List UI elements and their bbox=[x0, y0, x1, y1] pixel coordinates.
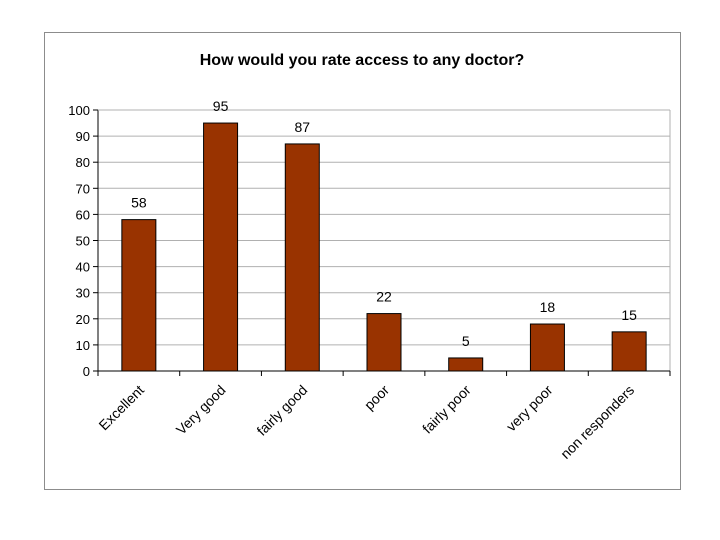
x-category-label: Very good bbox=[173, 382, 229, 438]
y-tick-label: 70 bbox=[76, 181, 90, 196]
y-tick-label: 30 bbox=[76, 286, 90, 301]
bar bbox=[448, 357, 484, 372]
y-tick-label: 40 bbox=[76, 260, 90, 275]
y-tick-label: 20 bbox=[76, 312, 90, 327]
axes bbox=[97, 109, 671, 376]
x-category-label: fairly good bbox=[253, 382, 310, 439]
data-label: 15 bbox=[621, 307, 637, 323]
x-category-label: Excellent bbox=[95, 382, 147, 434]
x-axis-categories: Excellent Very good fairly good poor fairly … bbox=[95, 382, 637, 462]
bar bbox=[366, 313, 402, 372]
y-tick-label: 100 bbox=[68, 103, 90, 118]
data-label: 22 bbox=[376, 289, 392, 305]
y-tick-label: 80 bbox=[76, 155, 90, 170]
x-category-label: non responders bbox=[557, 382, 637, 462]
data-label: 87 bbox=[294, 119, 310, 135]
bars bbox=[121, 122, 647, 372]
data-label: 5 bbox=[462, 333, 470, 349]
x-category-label: poor bbox=[361, 382, 392, 413]
x-category-label: very poor bbox=[503, 382, 556, 435]
y-axis-ticks: 0 10 20 30 40 50 60 70 80 90 100 bbox=[68, 103, 98, 379]
gridlines bbox=[98, 109, 670, 346]
y-tick-label: 10 bbox=[76, 338, 90, 353]
bar bbox=[529, 323, 565, 372]
y-tick-label: 90 bbox=[76, 129, 90, 144]
x-category-label: fairly poor bbox=[419, 382, 474, 437]
data-labels: 58 95 87 22 5 18 15 bbox=[131, 98, 637, 349]
data-label: 95 bbox=[213, 98, 229, 114]
bar bbox=[203, 122, 239, 372]
y-tick-label: 50 bbox=[76, 234, 90, 249]
y-tick-label: 0 bbox=[83, 364, 90, 379]
data-label: 58 bbox=[131, 195, 147, 211]
bar bbox=[611, 331, 647, 372]
bar-chart: How would you rate access to any doctor?… bbox=[68, 52, 671, 462]
bar bbox=[284, 143, 320, 372]
chart-frame: How would you rate access to any doctor?… bbox=[44, 32, 681, 490]
y-tick-label: 60 bbox=[76, 207, 90, 222]
data-label: 18 bbox=[540, 299, 556, 315]
chart-title: How would you rate access to any doctor? bbox=[200, 52, 525, 69]
bar bbox=[121, 219, 157, 372]
